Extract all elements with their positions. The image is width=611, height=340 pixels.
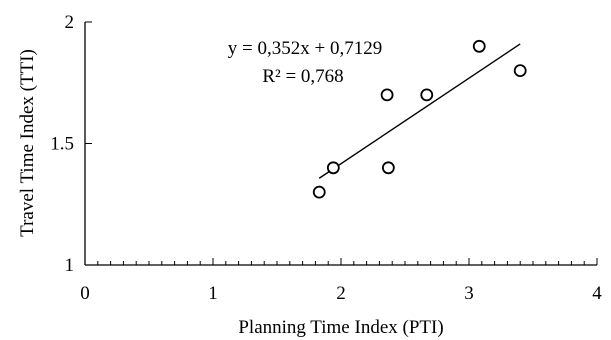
x-tick-label: 4 (592, 283, 602, 304)
data-point (326, 161, 340, 175)
x-tick-label: 3 (464, 283, 474, 304)
y-tick-label: 1 (65, 255, 75, 276)
data-point (380, 88, 394, 102)
y-tick-label: 2 (65, 12, 75, 33)
data-point (420, 88, 434, 102)
trendline-group (318, 43, 521, 179)
x-tick-label: 1 (208, 283, 218, 304)
data-points (312, 39, 527, 199)
trendline-r2: R² = 0,768 (262, 66, 343, 87)
data-point (472, 39, 486, 53)
y-tick-label: 1.5 (50, 134, 74, 155)
y-axis-ticks: 11.52 (50, 12, 92, 276)
data-point (513, 64, 527, 77)
x-axis-label: Planning Time Index (PTI) (238, 317, 443, 338)
trendline (318, 43, 521, 179)
data-point (312, 185, 326, 199)
x-tick-label: 2 (336, 283, 346, 304)
trendline-equation: y = 0,352x + 0,7129 (228, 38, 382, 59)
x-tick-label: 0 (80, 283, 90, 304)
x-axis-ticks: 0 1 2 3 4 (80, 258, 602, 304)
data-point (381, 161, 395, 175)
y-axis-label: Travel Time Index (TTI) (17, 49, 38, 237)
